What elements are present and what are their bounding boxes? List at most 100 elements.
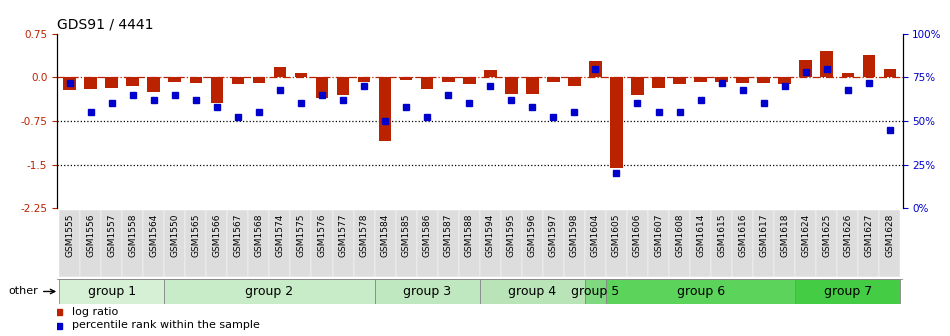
Bar [358, 77, 370, 82]
Text: GSM1608: GSM1608 [675, 213, 684, 257]
Bar [253, 77, 265, 83]
Bar [480, 279, 585, 304]
Bar [438, 210, 459, 277]
Bar [564, 210, 585, 277]
Bar [374, 210, 395, 277]
Text: GSM1626: GSM1626 [844, 213, 852, 257]
Bar [694, 77, 707, 82]
Bar [774, 210, 795, 277]
Text: GSM1627: GSM1627 [864, 213, 873, 257]
Bar [168, 77, 181, 82]
Bar [736, 77, 749, 83]
Text: group 6: group 6 [676, 285, 725, 298]
Bar [585, 279, 606, 304]
Bar [291, 210, 312, 277]
Text: GSM1585: GSM1585 [402, 213, 410, 257]
Bar [332, 210, 353, 277]
Bar [547, 77, 560, 82]
Bar [206, 210, 227, 277]
Text: GSM1607: GSM1607 [654, 213, 663, 257]
Bar [795, 279, 901, 304]
Bar [421, 77, 433, 89]
Bar [64, 77, 76, 90]
Text: GSM1574: GSM1574 [276, 213, 284, 257]
Bar [442, 77, 454, 82]
Text: GSM1614: GSM1614 [696, 213, 705, 257]
Bar [757, 77, 770, 83]
Text: GSM1597: GSM1597 [549, 213, 558, 257]
Text: group 3: group 3 [403, 285, 451, 298]
Text: group 5: group 5 [571, 285, 619, 298]
Text: GSM1588: GSM1588 [465, 213, 474, 257]
Text: group 2: group 2 [245, 285, 294, 298]
Text: GSM1576: GSM1576 [317, 213, 327, 257]
Bar [526, 77, 539, 94]
Text: GSM1587: GSM1587 [444, 213, 453, 257]
Bar [606, 279, 795, 304]
Text: GSM1616: GSM1616 [738, 213, 747, 257]
Bar [147, 77, 160, 92]
Bar [589, 61, 601, 77]
Text: GDS91 / 4441: GDS91 / 4441 [57, 17, 154, 31]
Text: GSM1605: GSM1605 [612, 213, 621, 257]
Bar [227, 210, 248, 277]
Text: GSM1555: GSM1555 [66, 213, 74, 257]
Bar [648, 210, 669, 277]
Text: GSM1606: GSM1606 [633, 213, 642, 257]
Text: GSM1567: GSM1567 [234, 213, 242, 257]
Text: GSM1625: GSM1625 [823, 213, 831, 257]
Text: GSM1557: GSM1557 [107, 213, 116, 257]
Bar [653, 77, 665, 88]
Bar [185, 210, 206, 277]
Bar [274, 67, 286, 77]
Bar [816, 210, 837, 277]
Text: other: other [9, 287, 55, 296]
Bar [484, 70, 497, 77]
Bar [884, 69, 896, 77]
Text: GSM1575: GSM1575 [296, 213, 306, 257]
Bar [859, 210, 880, 277]
Bar [294, 73, 307, 77]
Text: percentile rank within the sample: percentile rank within the sample [72, 321, 260, 331]
Bar [232, 77, 244, 84]
Bar [480, 210, 501, 277]
Bar [842, 73, 854, 77]
Text: GSM1550: GSM1550 [170, 213, 180, 257]
Bar [164, 279, 374, 304]
Bar [59, 279, 164, 304]
Text: GSM1586: GSM1586 [423, 213, 431, 257]
Bar [211, 77, 223, 103]
Bar [395, 210, 417, 277]
Text: GSM1564: GSM1564 [149, 213, 159, 257]
Text: GSM1596: GSM1596 [528, 213, 537, 257]
Text: GSM1558: GSM1558 [128, 213, 137, 257]
Bar [248, 210, 270, 277]
Bar [712, 210, 732, 277]
Bar [400, 77, 412, 80]
Bar [669, 210, 690, 277]
Text: GSM1604: GSM1604 [591, 213, 600, 257]
Bar [143, 210, 164, 277]
Text: GSM1594: GSM1594 [485, 213, 495, 257]
Bar [353, 210, 374, 277]
Bar [505, 77, 518, 94]
Bar [753, 210, 774, 277]
Text: GSM1556: GSM1556 [86, 213, 95, 257]
Text: GSM1618: GSM1618 [780, 213, 789, 257]
Bar [606, 210, 627, 277]
Bar [164, 210, 185, 277]
Bar [863, 55, 875, 77]
Bar [459, 210, 480, 277]
Text: GSM1565: GSM1565 [191, 213, 200, 257]
Bar [715, 77, 728, 82]
Bar [522, 210, 542, 277]
Bar [126, 77, 139, 86]
Bar [463, 77, 476, 84]
Bar [501, 210, 522, 277]
Bar [417, 210, 438, 277]
Bar [85, 77, 97, 89]
Bar [674, 77, 686, 84]
Bar [105, 77, 118, 88]
Bar [336, 77, 350, 95]
Text: GSM1628: GSM1628 [885, 213, 894, 257]
